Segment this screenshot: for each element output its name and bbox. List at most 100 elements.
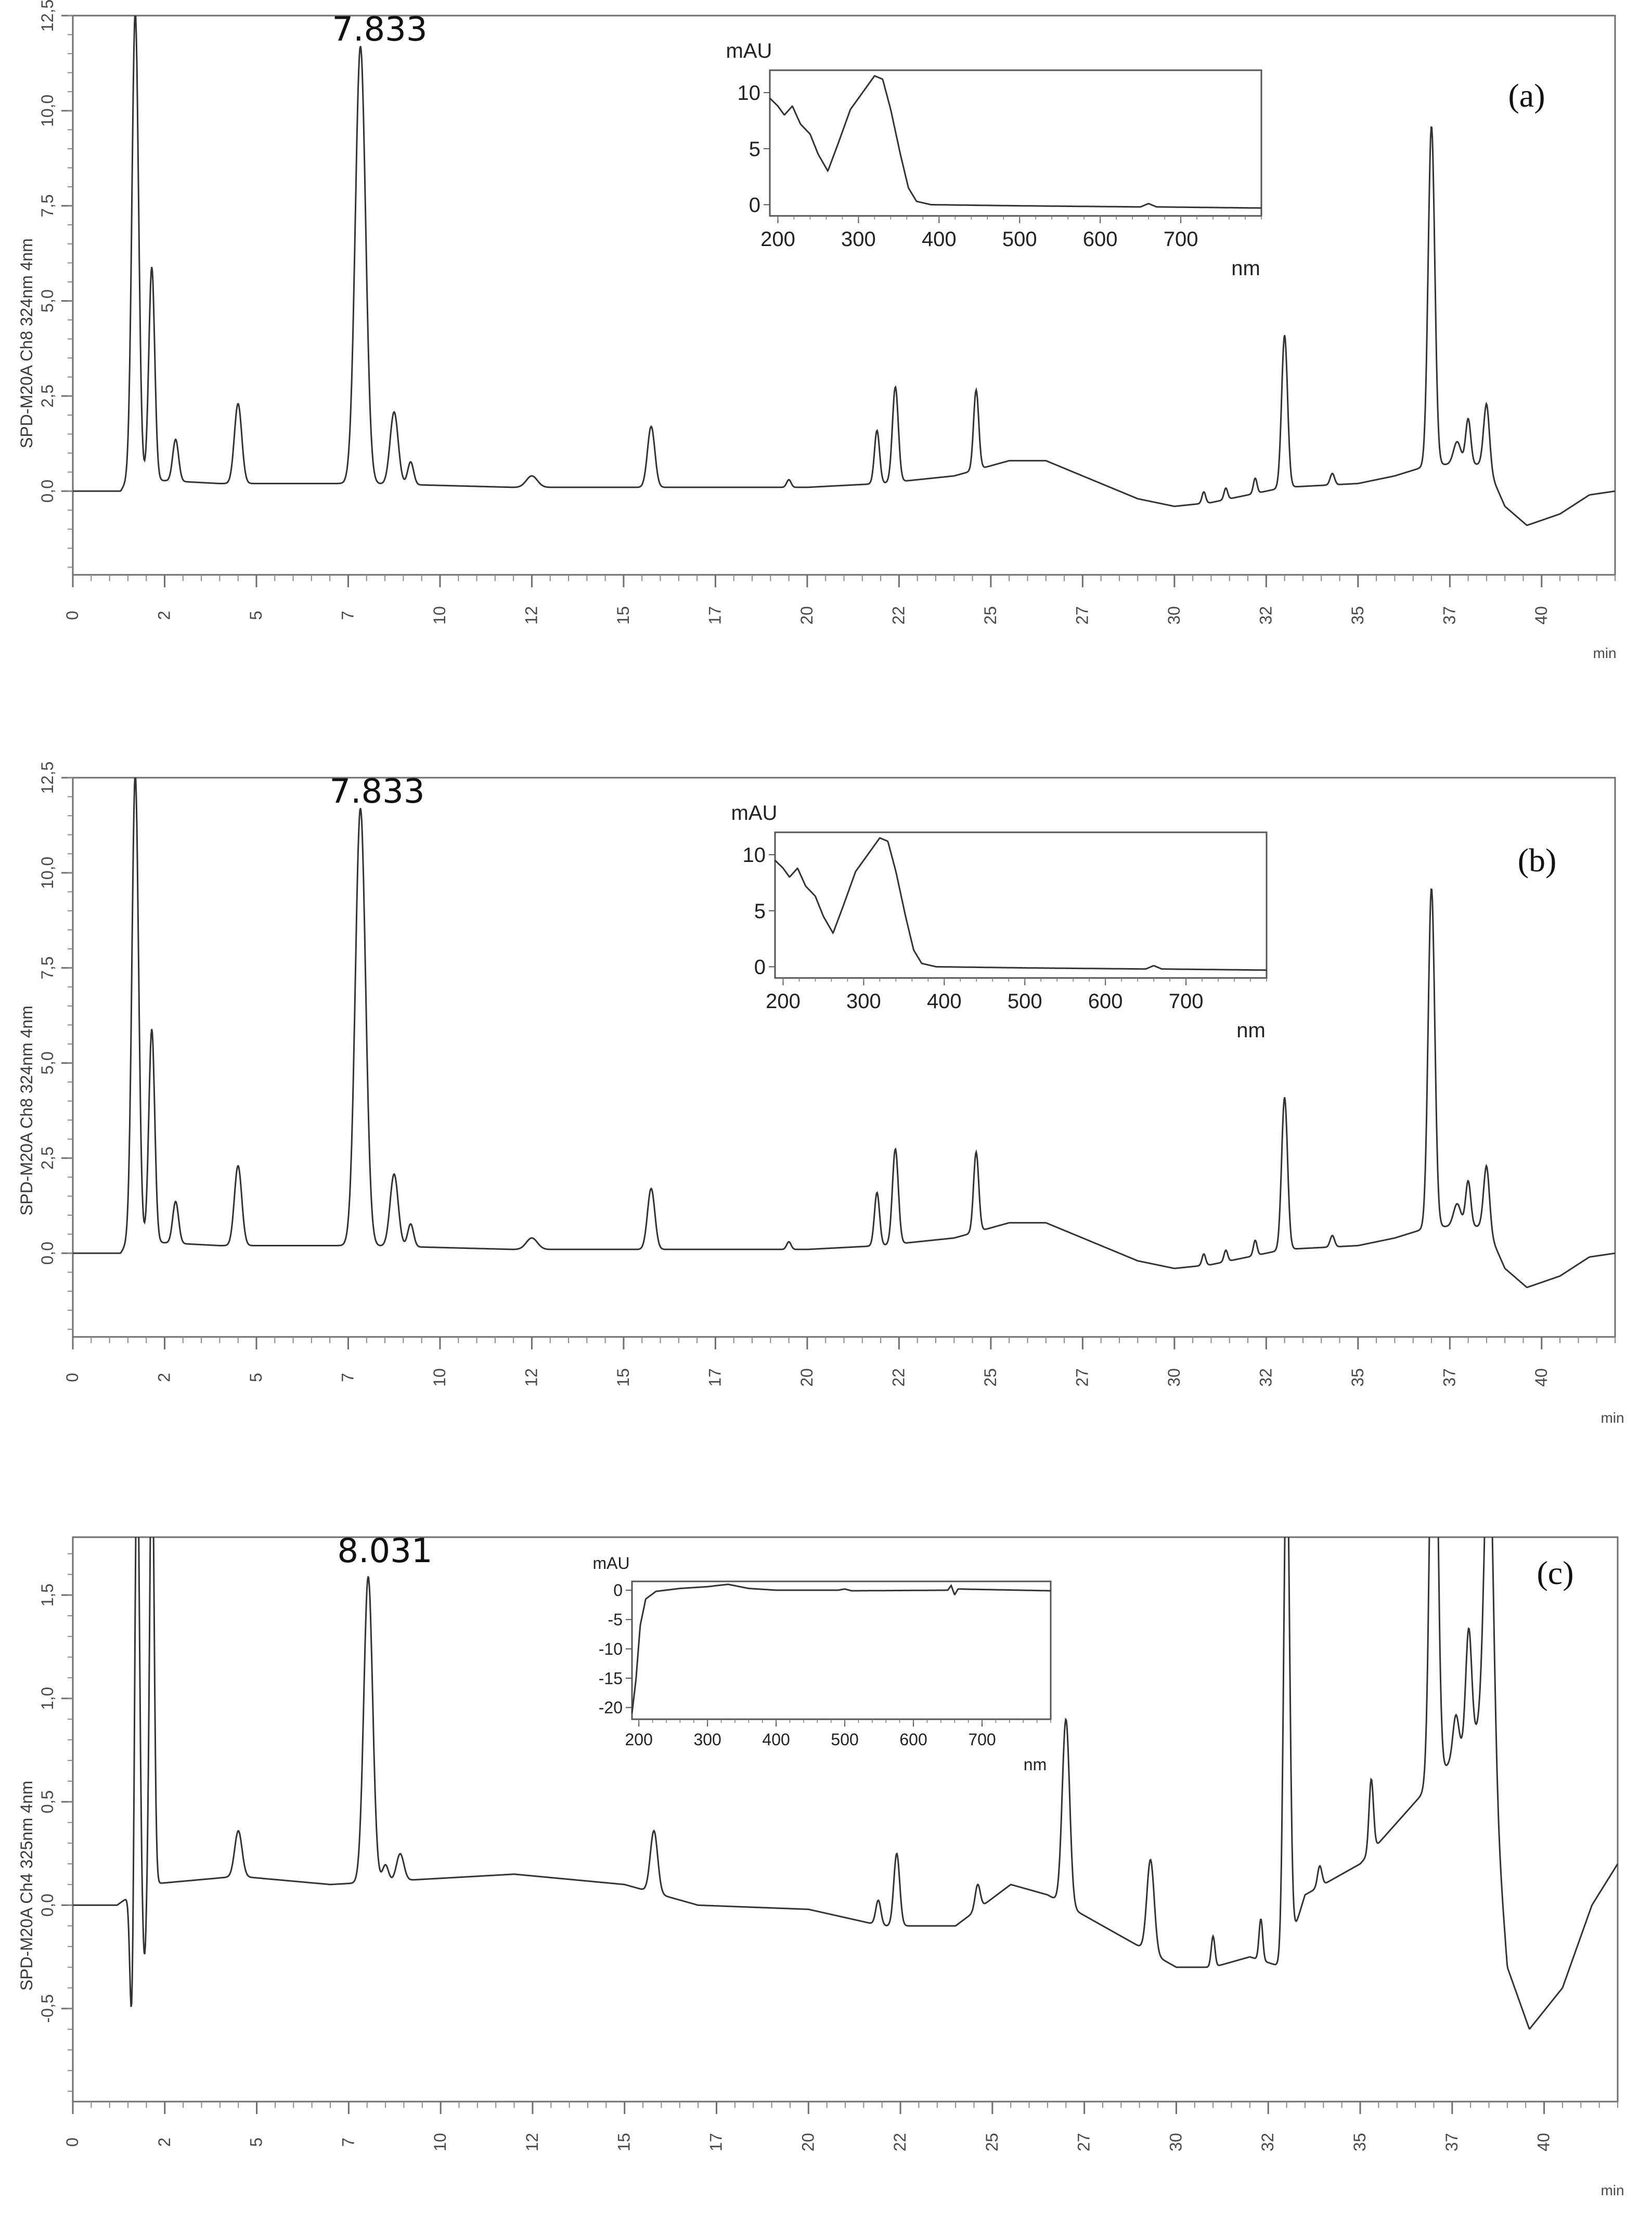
uv-spectrum-inset: 200 300 400 500 600 700 10 5 0 mAU nm [726, 40, 1262, 280]
inset-x-tick-label: 500 [1002, 228, 1037, 251]
x-tick-label: 12 [523, 2133, 541, 2152]
inset-x-tick-label: 200 [760, 228, 795, 251]
inset-spectrum-trace [631, 1583, 1051, 1714]
x-tick-label: 20 [797, 1368, 816, 1387]
x-tick-label: 25 [981, 1368, 1000, 1387]
y-tick-label: 1,0 [38, 1687, 57, 1710]
x-tick-label: 22 [889, 606, 908, 625]
x-tick-label: 22 [890, 2133, 909, 2152]
x-tick-label: 10 [430, 1368, 449, 1387]
x-tick-label: 35 [1348, 1368, 1367, 1387]
x-tick-label: 30 [1166, 2133, 1185, 2152]
x-axis-unit: min [1601, 1410, 1624, 1426]
x-tick-label: 5 [247, 1373, 265, 1382]
y-tick-label: 1,5 [38, 1583, 57, 1606]
y-tick-label: 0,0 [38, 1242, 57, 1265]
x-tick-label: 27 [1073, 1368, 1091, 1387]
x-tick-label: 5 [247, 611, 265, 620]
y-tick-label: 0,0 [38, 480, 57, 503]
inset-y-tick-label: 10 [738, 82, 761, 105]
x-tick-label: 12 [522, 606, 540, 625]
inset-frame [631, 1580, 1052, 1720]
inset-x-tick-label: 500 [1008, 990, 1042, 1013]
inset-y-tick-label: -10 [599, 1640, 623, 1658]
y-tick-label: 2,5 [38, 384, 57, 407]
chromatogram-panel: 12,510,07,55,02,50,00 2 5 7 10 12 15 17 20 22 25 27… [17, 0, 1617, 661]
x-tick-label: 0 [63, 611, 82, 620]
x-tick-label: 35 [1348, 606, 1367, 625]
inset-y-tick-label: -20 [599, 1698, 623, 1717]
inset-x-tick-label: 300 [693, 1730, 721, 1749]
y-tick-label: 10,0 [38, 857, 57, 889]
y-axis-label: SPD-M20A Ch4 325nm 4nm [17, 1781, 36, 1991]
inset-x-tick-label: 400 [927, 990, 962, 1013]
inset-x-tick-label: 400 [762, 1730, 790, 1749]
y-tick-label: 2,5 [38, 1147, 57, 1169]
x-tick-label: 15 [615, 2133, 634, 2152]
chromatogram-trace [73, 16, 1615, 526]
inset-x-tick-label: 400 [922, 228, 957, 251]
y-tick-label: 7,5 [38, 956, 57, 979]
peak-retention-label: 7.833 [329, 772, 424, 811]
inset-x-tick-label: 500 [831, 1730, 858, 1749]
inset-y-label: mAU [731, 802, 778, 825]
y-tick-label: -0,5 [38, 1994, 57, 2023]
x-axis-unit: min [1601, 2182, 1624, 2198]
x-tick-label: 40 [1532, 1368, 1551, 1387]
y-tick-label: 12,5 [38, 762, 57, 794]
y-tick-label: 5,0 [38, 289, 57, 312]
inset-x-tick-label: 700 [1164, 228, 1198, 251]
x-tick-label: 17 [707, 2133, 726, 2152]
x-tick-label: 40 [1534, 2133, 1553, 2152]
x-tick-label: 7 [339, 2137, 357, 2147]
inset-y-tick-label: 5 [754, 900, 766, 923]
x-tick-label: 37 [1442, 2133, 1461, 2152]
x-tick-label: 10 [430, 606, 449, 625]
x-tick-label: 17 [705, 606, 724, 625]
x-tick-label: 2 [154, 611, 173, 620]
chromatogram-panel: 1,51,00,50,0-0,50 2 5 7 10 12 15 17 20 22 25 27 30 32… [17, 1532, 1624, 2198]
x-tick-label: 22 [889, 1368, 908, 1387]
inset-frame [769, 69, 1262, 217]
x-tick-label: 37 [1440, 606, 1459, 625]
inset-y-tick-label: -5 [608, 1610, 623, 1629]
inset-y-tick-label: 10 [743, 844, 766, 867]
inset-x-tick-label: 600 [1088, 990, 1123, 1013]
x-tick-label: 5 [247, 2137, 266, 2147]
peak-retention-label: 8.031 [337, 1532, 432, 1570]
inset-x-tick-label: 200 [766, 990, 801, 1013]
chromatogram-trace [73, 1537, 1618, 2030]
x-tick-label: 37 [1440, 1368, 1459, 1387]
x-tick-label: 32 [1256, 1368, 1275, 1387]
y-tick-label: 12,5 [38, 0, 57, 32]
x-tick-label: 25 [981, 606, 1000, 625]
x-tick-label: 20 [798, 2133, 817, 2152]
x-tick-label: 35 [1350, 2133, 1369, 2152]
inset-y-tick-label: 5 [749, 138, 760, 161]
y-tick-label: 7,5 [38, 194, 57, 217]
x-tick-label: 2 [154, 1373, 173, 1382]
x-tick-label: 2 [155, 2137, 174, 2147]
inset-x-tick-label: 300 [846, 990, 881, 1013]
chromatogram-trace [73, 778, 1615, 1289]
peak-retention-label: 7.833 [332, 10, 427, 49]
y-tick-label: 0,0 [38, 1894, 57, 1916]
x-tick-label: 17 [705, 1368, 724, 1387]
inset-y-tick-label: 0 [749, 194, 760, 216]
inset-y-tick-label: 0 [613, 1581, 623, 1600]
x-tick-label: 7 [338, 611, 357, 620]
inset-x-tick-label: 700 [968, 1730, 996, 1749]
inset-frame [774, 831, 1268, 979]
inset-x-tick-label: 300 [841, 228, 876, 251]
inset-x-tick-label: 200 [625, 1730, 653, 1749]
x-tick-label: 7 [338, 1373, 357, 1382]
y-tick-label: 0,5 [38, 1790, 57, 1813]
chromatogram-panel: 12,510,07,55,02,50,00 2 5 7 10 12 15 17 20 22 25 27… [17, 762, 1624, 1426]
x-tick-label: 15 [614, 1368, 633, 1387]
inset-y-tick-label: 0 [754, 956, 766, 978]
panel-letter: (a) [1508, 77, 1545, 114]
x-tick-label: 40 [1532, 606, 1551, 625]
inset-spectrum-trace [774, 837, 1267, 971]
x-tick-label: 0 [63, 2137, 82, 2147]
